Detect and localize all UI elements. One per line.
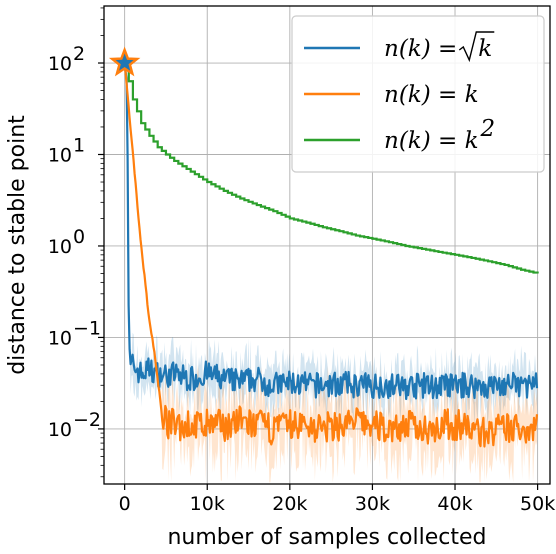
legend-radical-var: k [478, 36, 492, 62]
band-sqrt-k [124, 60, 537, 427]
legend-label-2: n(k) = k [384, 128, 479, 154]
confidence-bands [124, 59, 537, 483]
y-tick-exponent-4: 2 [73, 43, 85, 65]
legend-box [291, 15, 545, 173]
y-tick-exponent-2: 0 [73, 226, 85, 248]
y-tick-exponent-1: −1 [73, 317, 101, 339]
y-tick-exponent-3: 1 [73, 134, 85, 156]
y-tick-label-1: 10 [48, 327, 72, 349]
series-line-k [123, 62, 539, 448]
x-tick-label-4: 40k [437, 493, 472, 515]
legend-label-0: n(k) = [384, 36, 457, 62]
series-line-k-squared [124, 61, 539, 274]
y-tick-exponent-0: −2 [73, 409, 101, 431]
legend-label-1: n(k) = k [384, 82, 479, 108]
x-axis-label: number of samples collected [167, 525, 486, 550]
legend-exponent: 2 [480, 116, 496, 142]
series-lines [123, 61, 539, 448]
x-tick-label-3: 30k [355, 493, 390, 515]
y-tick-label-2: 10 [48, 236, 72, 258]
start-marker-layer [108, 46, 141, 77]
x-tick-label-5: 50k [520, 493, 555, 515]
x-tick-label-0: 0 [119, 493, 131, 515]
band-k [124, 59, 537, 483]
start-star-marker [108, 46, 141, 77]
legend-radical-sign [458, 31, 495, 63]
y-axis-label: distance to stable point [5, 115, 30, 375]
series-line-sqrt-k [123, 64, 539, 401]
y-tick-label-3: 10 [48, 144, 72, 166]
y-tick-label-0: 10 [48, 419, 72, 441]
plot-frame [103, 5, 551, 485]
y-tick-label-4: 10 [48, 53, 72, 75]
x-tick-label-2: 20k [272, 493, 307, 515]
x-tick-label-1: 10k [190, 493, 225, 515]
